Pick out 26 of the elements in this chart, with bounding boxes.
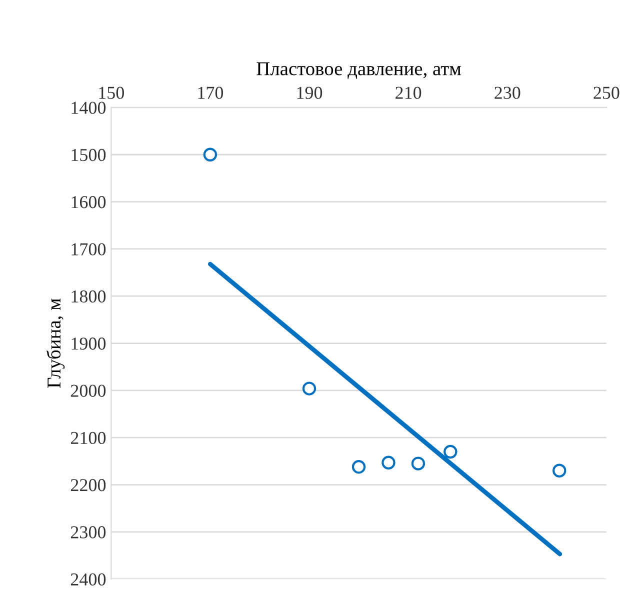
point (203, 148, 218, 162)
y-tick-label: 2200 (70, 479, 106, 492)
y-tick-label: 1800 (72, 290, 106, 303)
y-tick-label: 2400 (70, 573, 106, 586)
y-tick-label: 2300 (70, 526, 106, 538)
point (382, 456, 396, 470)
y-tick-label: 1600 (72, 196, 106, 208)
y-axis-title: Глубина, м (46, 298, 65, 388)
y-tick-label: 1400 (72, 102, 106, 114)
point (444, 444, 458, 459)
point (411, 456, 426, 470)
y-tick-label: 2000 (70, 384, 106, 397)
x-tick-label: 150 (99, 86, 124, 99)
x-tick-label: 250 (594, 86, 620, 99)
y-tick-label: 1700 (72, 243, 106, 256)
x-tick-label: 210 (396, 86, 422, 99)
x-tick-label: 230 (494, 86, 520, 99)
point (552, 464, 566, 478)
point (302, 382, 316, 396)
y-tick-label: 1500 (72, 148, 106, 162)
y-tick-label: 2100 (70, 432, 106, 444)
x-axis-title: Пластовое давление, атм (256, 62, 461, 79)
point (352, 460, 366, 474)
x-tick-label: 190 (297, 86, 322, 99)
x-tick-label: 170 (198, 86, 224, 99)
y-tick-label: 1900 (72, 338, 106, 350)
